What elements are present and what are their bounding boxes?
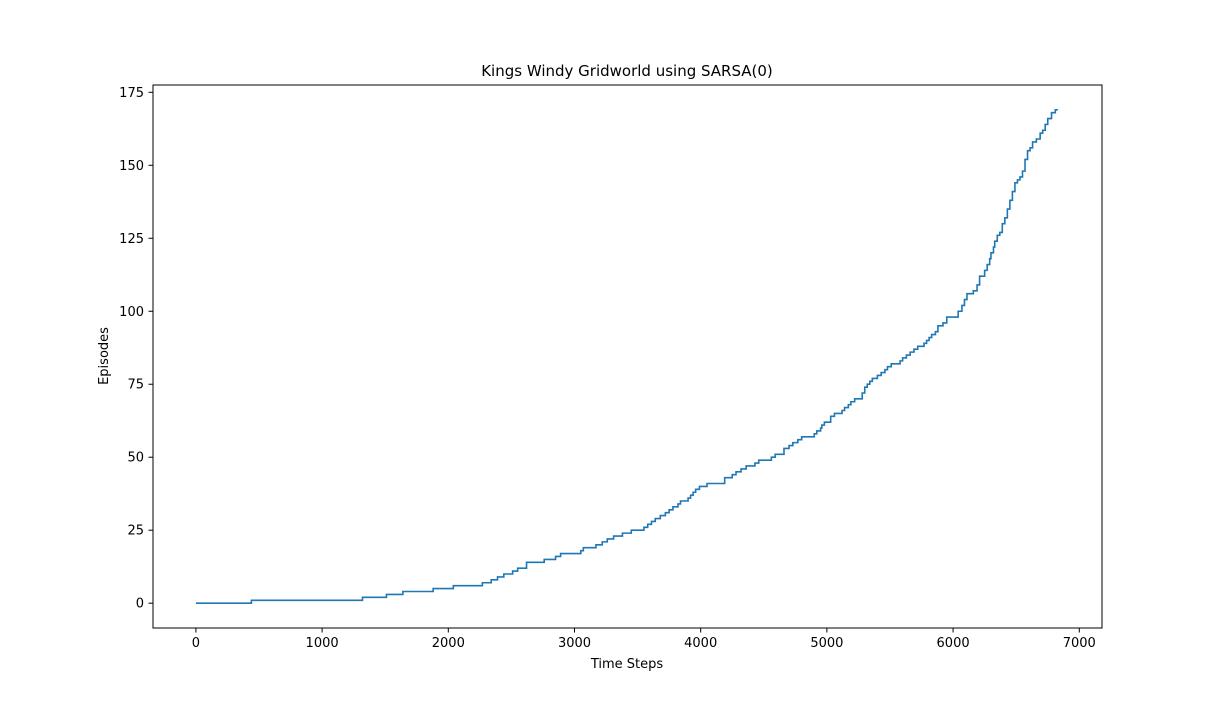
y-tick-label: 75: [127, 378, 144, 393]
y-tick-label: 150: [119, 159, 144, 174]
x-axis: 0 1000 2000 3000 4000 5000 6000 7000: [192, 628, 1096, 651]
x-tick-label: 6000: [937, 636, 970, 651]
chart-title: Kings Windy Gridworld using SARSA(0): [481, 62, 773, 80]
series-line: [195, 109, 1058, 604]
x-tick-label: 3000: [558, 636, 591, 651]
y-axis: 0 25 50 75 100 125 150 175: [119, 86, 153, 612]
y-tick-label: 125: [119, 232, 144, 247]
x-tick-label: 1000: [306, 636, 339, 651]
x-tick-label: 7000: [1063, 636, 1096, 651]
y-axis-label: Episodes: [97, 327, 112, 385]
x-tick-label: 0: [192, 636, 200, 651]
x-tick-label: 4000: [684, 636, 717, 651]
y-tick-label: 175: [119, 86, 144, 101]
x-tick-label: 2000: [432, 636, 465, 651]
x-tick-label: 5000: [810, 636, 843, 651]
axes-frame: [152, 84, 1103, 629]
y-tick-label: 50: [127, 451, 144, 466]
x-axis-label: Time Steps: [590, 657, 664, 672]
plot-area: [195, 109, 1058, 604]
y-tick-label: 0: [136, 597, 144, 612]
y-tick-label: 25: [127, 524, 144, 539]
y-tick-label: 100: [119, 305, 144, 320]
